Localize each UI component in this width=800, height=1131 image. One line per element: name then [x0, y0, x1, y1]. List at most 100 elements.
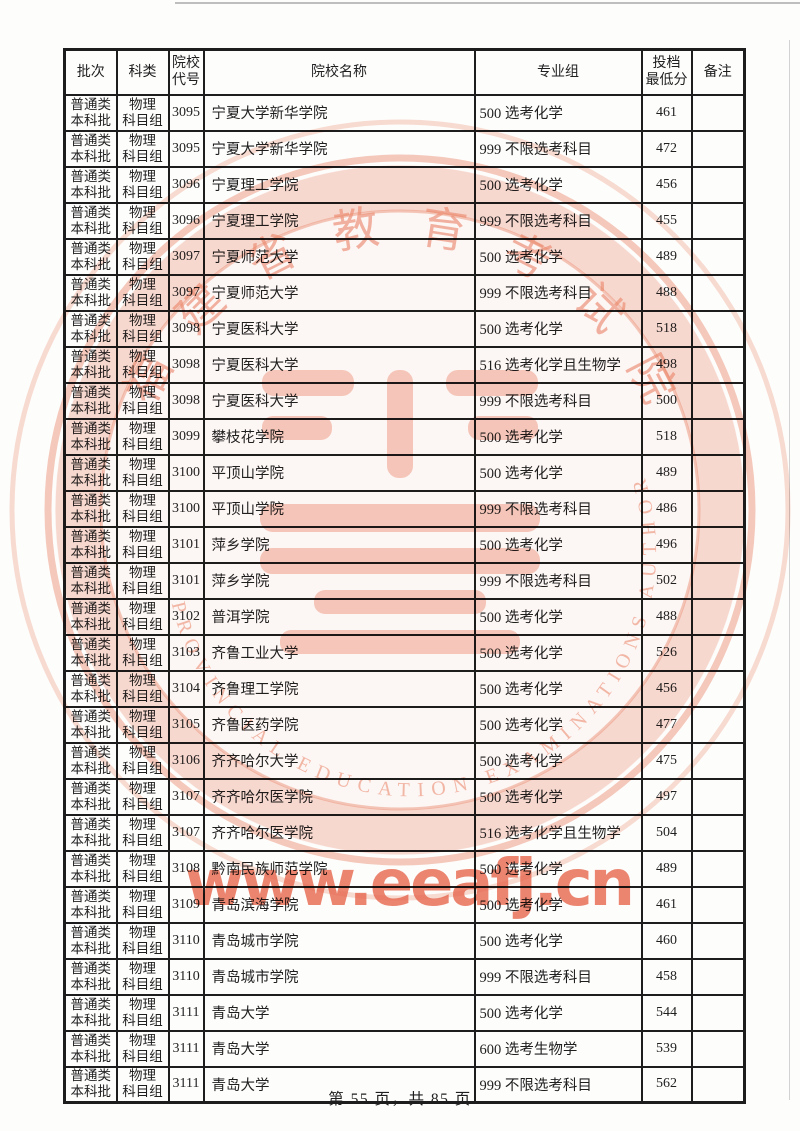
- cell-batch: 普通类 本科批: [63, 813, 118, 852]
- cell-remark: [690, 777, 746, 816]
- table-row: 普通类 本科批 物理 科目组 3110 青岛城市学院 999 不限选考科目 458: [63, 957, 746, 996]
- cell-subject-category-line2: 科目组: [122, 544, 163, 560]
- cell-subject-category: 物理 科目组: [115, 417, 170, 456]
- cell-institution-code: 3109: [167, 885, 205, 924]
- col-header-remark: 备注: [690, 48, 746, 96]
- cell-institution-name: 齐齐哈尔医学院: [202, 813, 476, 852]
- cell-institution-name: 宁夏理工学院: [202, 201, 476, 240]
- cell-institution-name: 宁夏理工学院: [202, 165, 476, 204]
- cell-batch: 普通类 本科批: [63, 597, 118, 636]
- header-score-line1: 投档: [652, 56, 681, 72]
- cell-batch: 普通类 本科批: [63, 345, 118, 384]
- table-row: 普通类 本科批 物理 科目组 3103 齐鲁工业大学 500 选考化学 526: [63, 633, 746, 672]
- table-row: 普通类 本科批 物理 科目组 3097 宁夏师范大学 500 选考化学 489: [63, 237, 746, 276]
- cell-min-score: 500: [640, 381, 693, 420]
- cell-remark: [690, 813, 746, 852]
- cell-subject-category-line2: 科目组: [122, 1012, 163, 1028]
- cell-batch-line1: 普通类: [70, 600, 112, 616]
- table-row: 普通类 本科批 物理 科目组 3100 平顶山学院 999 不限选考科目 486: [63, 489, 746, 528]
- cell-subject-category-line2: 科目组: [122, 400, 163, 416]
- cell-subject-category-line1: 物理: [129, 96, 156, 112]
- cell-remark: [690, 273, 746, 312]
- cell-institution-code: 3100: [167, 453, 205, 492]
- cell-subject-category-line2: 科目组: [122, 328, 163, 344]
- cell-subject-category-line2: 科目组: [122, 868, 163, 884]
- cell-min-score: 486: [640, 489, 693, 528]
- cell-subject-category-line2: 科目组: [122, 112, 163, 128]
- table-row: 普通类 本科批 物理 科目组 3102 普洱学院 500 选考化学 488: [63, 597, 746, 636]
- cell-batch-line1: 普通类: [70, 636, 112, 652]
- cell-institution-name: 齐鲁工业大学: [202, 633, 476, 672]
- cell-institution-name: 青岛城市学院: [202, 957, 476, 996]
- cell-major-group: 516 选考化学且生物学: [473, 813, 643, 852]
- cell-subject-category-line1: 物理: [129, 276, 156, 292]
- cell-subject-category-line1: 物理: [129, 348, 156, 364]
- page-footer: 第 55 页，共 85 页: [328, 1091, 472, 1108]
- cell-institution-code: 3101: [167, 561, 205, 600]
- cell-subject-category: 物理 科目组: [115, 813, 170, 852]
- cell-major-group: 500 选考化学: [473, 165, 643, 204]
- cell-institution-name: 齐齐哈尔医学院: [202, 777, 476, 816]
- table-row: 普通类 本科批 物理 科目组 3101 萍乡学院 500 选考化学 496: [63, 525, 746, 564]
- cell-major-group: 500 选考化学: [473, 993, 643, 1032]
- cell-batch-line1: 普通类: [70, 312, 112, 328]
- cell-major-group: 500 选考化学: [473, 453, 643, 492]
- cell-subject-category-line2: 科目组: [122, 220, 163, 236]
- cell-min-score: 472: [640, 129, 693, 168]
- cell-subject-category-line2: 科目组: [122, 724, 163, 740]
- cell-subject-category-line1: 物理: [129, 600, 156, 616]
- cell-batch: 普通类 本科批: [63, 633, 118, 672]
- cell-remark: [690, 561, 746, 600]
- cell-remark: [690, 741, 746, 780]
- cell-batch-line2: 本科批: [70, 1084, 112, 1100]
- table-row: 普通类 本科批 物理 科目组 3108 黔南民族师范学院 500 选考化学 489: [63, 849, 746, 888]
- cell-subject-category-line2: 科目组: [122, 472, 163, 488]
- cell-subject-category-line1: 物理: [129, 708, 156, 724]
- cell-institution-code: 3098: [167, 381, 205, 420]
- cell-min-score: 477: [640, 705, 693, 744]
- cell-institution-code: 3108: [167, 849, 205, 888]
- cell-subject-category-line2: 科目组: [122, 652, 163, 668]
- cell-batch-line2: 本科批: [70, 904, 112, 920]
- cell-major-group: 999 不限选考科目: [473, 381, 643, 420]
- cell-batch: 普通类 本科批: [63, 273, 118, 312]
- cell-remark: [690, 885, 746, 924]
- cell-institution-name: 平顶山学院: [202, 453, 476, 492]
- cell-subject-category: 物理 科目组: [115, 525, 170, 564]
- cell-min-score: 461: [640, 93, 693, 132]
- cell-subject-category: 物理 科目组: [115, 849, 170, 888]
- table-row: 普通类 本科批 物理 科目组 3099 攀枝花学院 500 选考化学 518: [63, 417, 746, 456]
- cell-remark: [690, 201, 746, 240]
- cell-batch-line2: 本科批: [70, 832, 112, 848]
- cell-institution-code: 3100: [167, 489, 205, 528]
- cell-remark: [690, 489, 746, 528]
- cell-batch-line1: 普通类: [70, 672, 112, 688]
- cell-major-group: 999 不限选考科目: [473, 201, 643, 240]
- cell-institution-name: 宁夏医科大学: [202, 309, 476, 348]
- cell-batch-line1: 普通类: [70, 924, 112, 940]
- cell-batch-line2: 本科批: [70, 1048, 112, 1064]
- cell-batch-line2: 本科批: [70, 292, 112, 308]
- cell-institution-code: 3101: [167, 525, 205, 564]
- cell-major-group: 500 选考化学: [473, 525, 643, 564]
- cell-subject-category-line1: 物理: [129, 528, 156, 544]
- cell-subject-category-line1: 物理: [129, 816, 156, 832]
- cell-min-score: 502: [640, 561, 693, 600]
- cell-institution-code: 3102: [167, 597, 205, 636]
- cell-batch: 普通类 本科批: [63, 561, 118, 600]
- cell-subject-category-line1: 物理: [129, 168, 156, 184]
- cell-institution-code: 3111: [167, 1029, 205, 1068]
- cell-institution-code: 3098: [167, 345, 205, 384]
- cell-batch-line1: 普通类: [70, 1068, 112, 1084]
- header-code-line1: 院校: [172, 56, 200, 72]
- cell-subject-category-line1: 物理: [129, 312, 156, 328]
- cell-remark: [690, 93, 746, 132]
- col-header-category: 科类: [115, 48, 170, 96]
- table-body: 普通类 本科批 物理 科目组 3095 宁夏大学新华学院 500 选考化学 461 普通类 本科批…: [63, 93, 746, 1104]
- cell-min-score: 562: [640, 1065, 693, 1104]
- cell-batch-line1: 普通类: [70, 708, 112, 724]
- scan-artifact-top-line: [175, 2, 800, 4]
- cell-subject-category-line1: 物理: [129, 492, 156, 508]
- cell-major-group: 500 选考化学: [473, 885, 643, 924]
- cell-subject-category-line2: 科目组: [122, 436, 163, 452]
